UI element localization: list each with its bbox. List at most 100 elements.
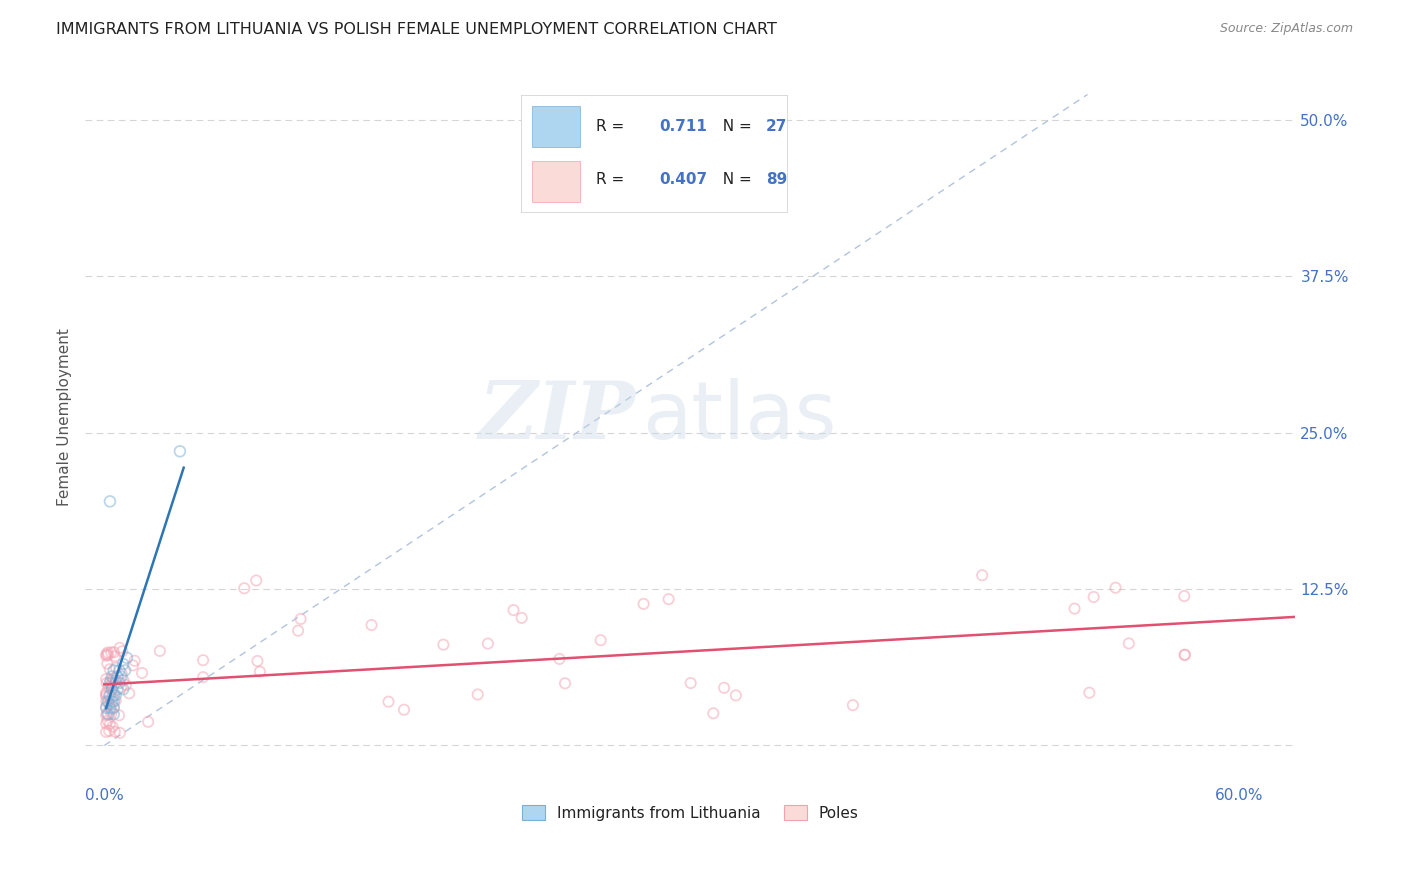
Point xyxy=(131,665,153,680)
Point xyxy=(502,603,524,617)
Point xyxy=(104,689,127,703)
Point xyxy=(658,592,681,607)
Point xyxy=(101,720,124,734)
Point xyxy=(98,676,121,690)
Point xyxy=(108,676,131,690)
Point xyxy=(103,672,125,686)
Point xyxy=(98,689,121,703)
Point xyxy=(103,701,125,715)
Point xyxy=(111,644,134,658)
Point xyxy=(114,664,136,678)
Text: ZIP: ZIP xyxy=(479,378,636,456)
Point xyxy=(392,703,415,717)
Point xyxy=(112,657,135,672)
Point xyxy=(467,688,489,702)
Point xyxy=(477,636,499,650)
Point xyxy=(246,654,269,668)
Point xyxy=(589,633,612,648)
Point xyxy=(112,682,135,697)
Point xyxy=(169,444,191,458)
Point xyxy=(377,695,399,709)
Point xyxy=(101,695,124,709)
Point xyxy=(96,725,118,739)
Point xyxy=(96,701,118,715)
Point xyxy=(679,676,702,690)
Point xyxy=(97,707,120,722)
Point xyxy=(633,597,655,611)
Point xyxy=(115,678,138,692)
Point xyxy=(100,645,122,659)
Point xyxy=(98,697,121,711)
Point xyxy=(98,717,121,731)
Point xyxy=(136,714,159,729)
Point xyxy=(96,647,118,661)
Point xyxy=(101,689,124,703)
Point xyxy=(112,673,135,687)
Point xyxy=(103,700,125,714)
Point xyxy=(103,689,125,703)
Point xyxy=(97,648,120,662)
Point xyxy=(101,670,124,684)
Point xyxy=(1118,636,1140,650)
Point xyxy=(107,670,129,684)
Point xyxy=(96,648,118,663)
Text: IMMIGRANTS FROM LITHUANIA VS POLISH FEMALE UNEMPLOYMENT CORRELATION CHART: IMMIGRANTS FROM LITHUANIA VS POLISH FEMA… xyxy=(56,22,778,37)
Point xyxy=(432,638,454,652)
Point xyxy=(107,682,129,697)
Point xyxy=(97,646,120,660)
Point xyxy=(510,611,533,625)
Point xyxy=(124,654,146,668)
Point xyxy=(97,689,120,703)
Point xyxy=(97,714,120,728)
Point xyxy=(104,693,127,707)
Point xyxy=(245,574,267,588)
Point xyxy=(100,706,122,721)
Text: Source: ZipAtlas.com: Source: ZipAtlas.com xyxy=(1219,22,1353,36)
Point xyxy=(108,664,131,678)
Y-axis label: Female Unemployment: Female Unemployment xyxy=(58,328,72,506)
Point xyxy=(96,716,118,731)
Point xyxy=(96,694,118,708)
Point xyxy=(104,676,127,690)
Point xyxy=(1173,589,1195,603)
Point xyxy=(360,618,382,632)
Point xyxy=(96,686,118,700)
Point xyxy=(287,624,309,638)
Point xyxy=(191,670,214,684)
Point xyxy=(98,494,121,508)
Point xyxy=(100,702,122,716)
Point xyxy=(1078,686,1101,700)
Point xyxy=(98,673,121,688)
Legend: Immigrants from Lithuania, Poles: Immigrants from Lithuania, Poles xyxy=(516,798,865,827)
Point xyxy=(104,724,127,739)
Point xyxy=(548,652,571,666)
Point xyxy=(1174,648,1197,662)
Point xyxy=(713,681,735,695)
Point xyxy=(103,707,125,722)
Point xyxy=(724,689,747,703)
Point xyxy=(1174,648,1197,662)
Point xyxy=(108,640,131,655)
Text: atlas: atlas xyxy=(643,378,837,456)
Point xyxy=(108,708,131,723)
Point xyxy=(103,645,125,659)
Point xyxy=(100,682,122,697)
Point xyxy=(702,706,724,721)
Point xyxy=(98,662,121,676)
Point xyxy=(101,682,124,697)
Point xyxy=(249,665,271,679)
Point xyxy=(104,649,127,664)
Point xyxy=(96,687,118,701)
Point xyxy=(1063,601,1085,615)
Point xyxy=(104,673,127,687)
Point xyxy=(96,706,118,721)
Point xyxy=(97,681,120,695)
Point xyxy=(115,651,138,665)
Point xyxy=(96,672,118,686)
Point xyxy=(1083,590,1105,604)
Point xyxy=(101,675,124,690)
Point xyxy=(98,723,121,738)
Point xyxy=(96,689,118,703)
Point xyxy=(554,676,576,690)
Point xyxy=(118,686,141,700)
